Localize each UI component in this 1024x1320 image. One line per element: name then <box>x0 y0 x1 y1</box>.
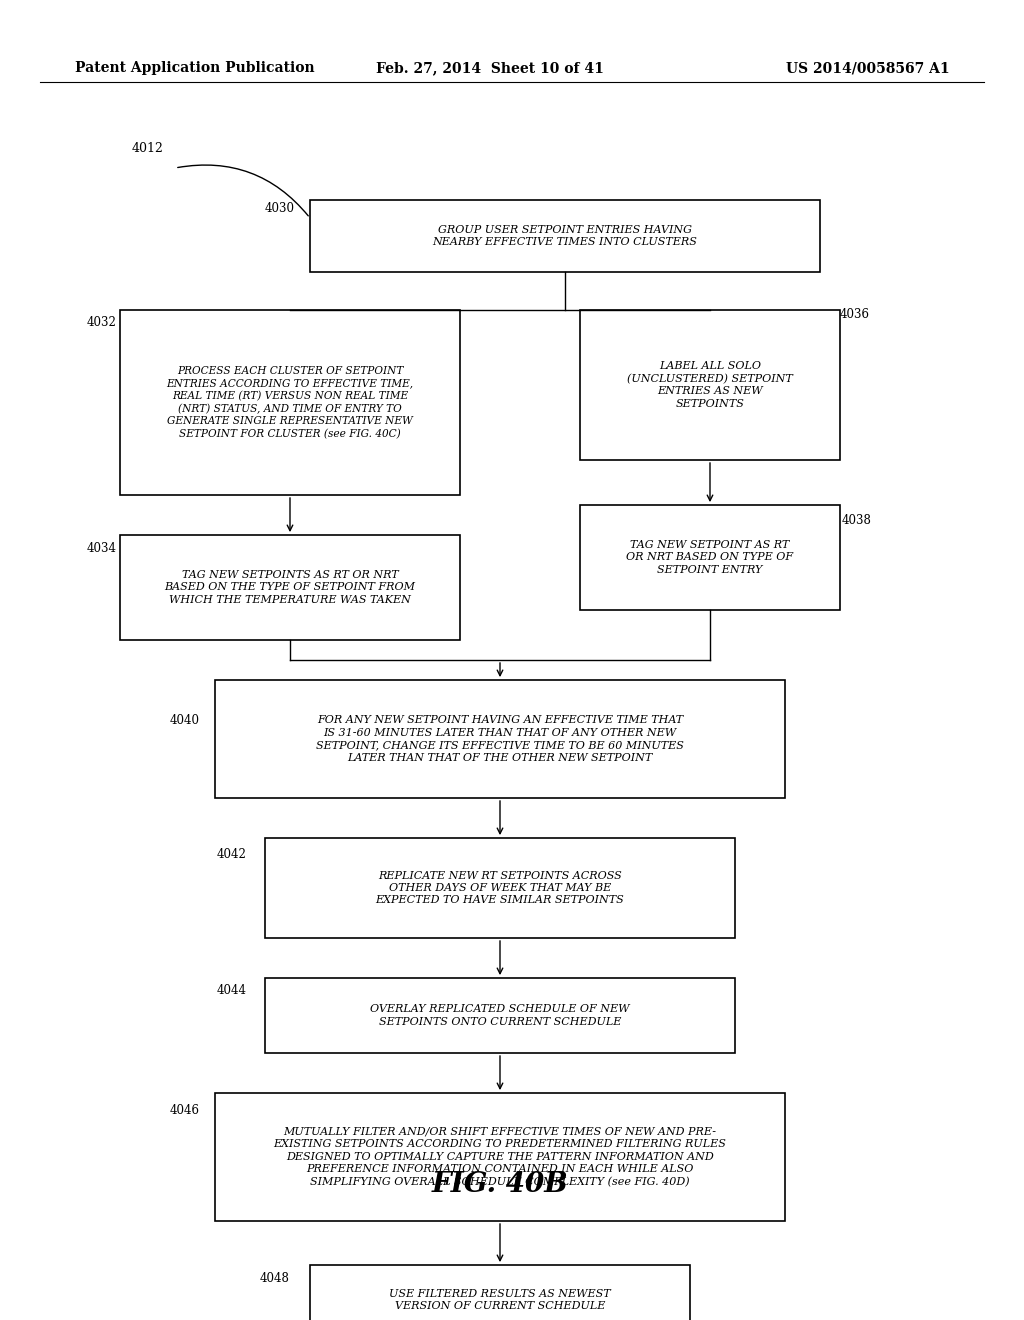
Text: OVERLAY REPLICATED SCHEDULE OF NEW
SETPOINTS ONTO CURRENT SCHEDULE: OVERLAY REPLICATED SCHEDULE OF NEW SETPO… <box>371 1005 630 1027</box>
Text: 4036: 4036 <box>840 309 870 322</box>
Text: LABEL ALL SOLO
(UNCLUSTERED) SETPOINT
ENTRIES AS NEW
SETPOINTS: LABEL ALL SOLO (UNCLUSTERED) SETPOINT EN… <box>627 362 793 409</box>
Bar <box>215 1093 785 1221</box>
Text: 4012: 4012 <box>132 141 164 154</box>
Text: 4038: 4038 <box>842 513 872 527</box>
Text: 4030: 4030 <box>265 202 295 214</box>
Text: 4046: 4046 <box>170 1104 200 1117</box>
Text: GROUP USER SETPOINT ENTRIES HAVING
NEARBY EFFECTIVE TIMES INTO CLUSTERS: GROUP USER SETPOINT ENTRIES HAVING NEARB… <box>432 224 697 247</box>
Bar <box>310 201 820 272</box>
Text: PROCESS EACH CLUSTER OF SETPOINT
ENTRIES ACCORDING TO EFFECTIVE TIME,
REAL TIME : PROCESS EACH CLUSTER OF SETPOINT ENTRIES… <box>167 366 414 440</box>
Bar <box>580 310 840 459</box>
Bar <box>215 680 785 799</box>
Text: TAG NEW SETPOINTS AS RT OR NRT
BASED ON THE TYPE OF SETPOINT FROM
WHICH THE TEMP: TAG NEW SETPOINTS AS RT OR NRT BASED ON … <box>165 570 416 605</box>
Bar <box>580 506 840 610</box>
Text: USE FILTERED RESULTS AS NEWEST
VERSION OF CURRENT SCHEDULE: USE FILTERED RESULTS AS NEWEST VERSION O… <box>389 1288 610 1311</box>
Text: FIG. 40B: FIG. 40B <box>432 1172 568 1199</box>
Bar <box>120 535 460 640</box>
Text: MUTUALLY FILTER AND/OR SHIFT EFFECTIVE TIMES OF NEW AND PRE-
EXISTING SETPOINTS : MUTUALLY FILTER AND/OR SHIFT EFFECTIVE T… <box>273 1127 726 1187</box>
Text: Feb. 27, 2014  Sheet 10 of 41: Feb. 27, 2014 Sheet 10 of 41 <box>376 61 604 75</box>
Bar <box>265 838 735 939</box>
Text: TAG NEW SETPOINT AS RT
OR NRT BASED ON TYPE OF
SETPOINT ENTRY: TAG NEW SETPOINT AS RT OR NRT BASED ON T… <box>627 540 794 576</box>
Text: FOR ANY NEW SETPOINT HAVING AN EFFECTIVE TIME THAT
IS 31-60 MINUTES LATER THAN T: FOR ANY NEW SETPOINT HAVING AN EFFECTIVE… <box>316 715 684 763</box>
Text: REPLICATE NEW RT SETPOINTS ACROSS
OTHER DAYS OF WEEK THAT MAY BE
EXPECTED TO HAV: REPLICATE NEW RT SETPOINTS ACROSS OTHER … <box>376 871 625 906</box>
Bar <box>310 1265 690 1320</box>
Text: 4034: 4034 <box>87 541 117 554</box>
Text: 4032: 4032 <box>87 317 117 330</box>
Text: US 2014/0058567 A1: US 2014/0058567 A1 <box>786 61 950 75</box>
Text: 4044: 4044 <box>217 983 247 997</box>
Text: 4048: 4048 <box>260 1271 290 1284</box>
Bar <box>265 978 735 1053</box>
Bar <box>120 310 460 495</box>
Text: Patent Application Publication: Patent Application Publication <box>75 61 314 75</box>
Text: 4040: 4040 <box>170 714 200 726</box>
Text: 4042: 4042 <box>217 849 247 862</box>
